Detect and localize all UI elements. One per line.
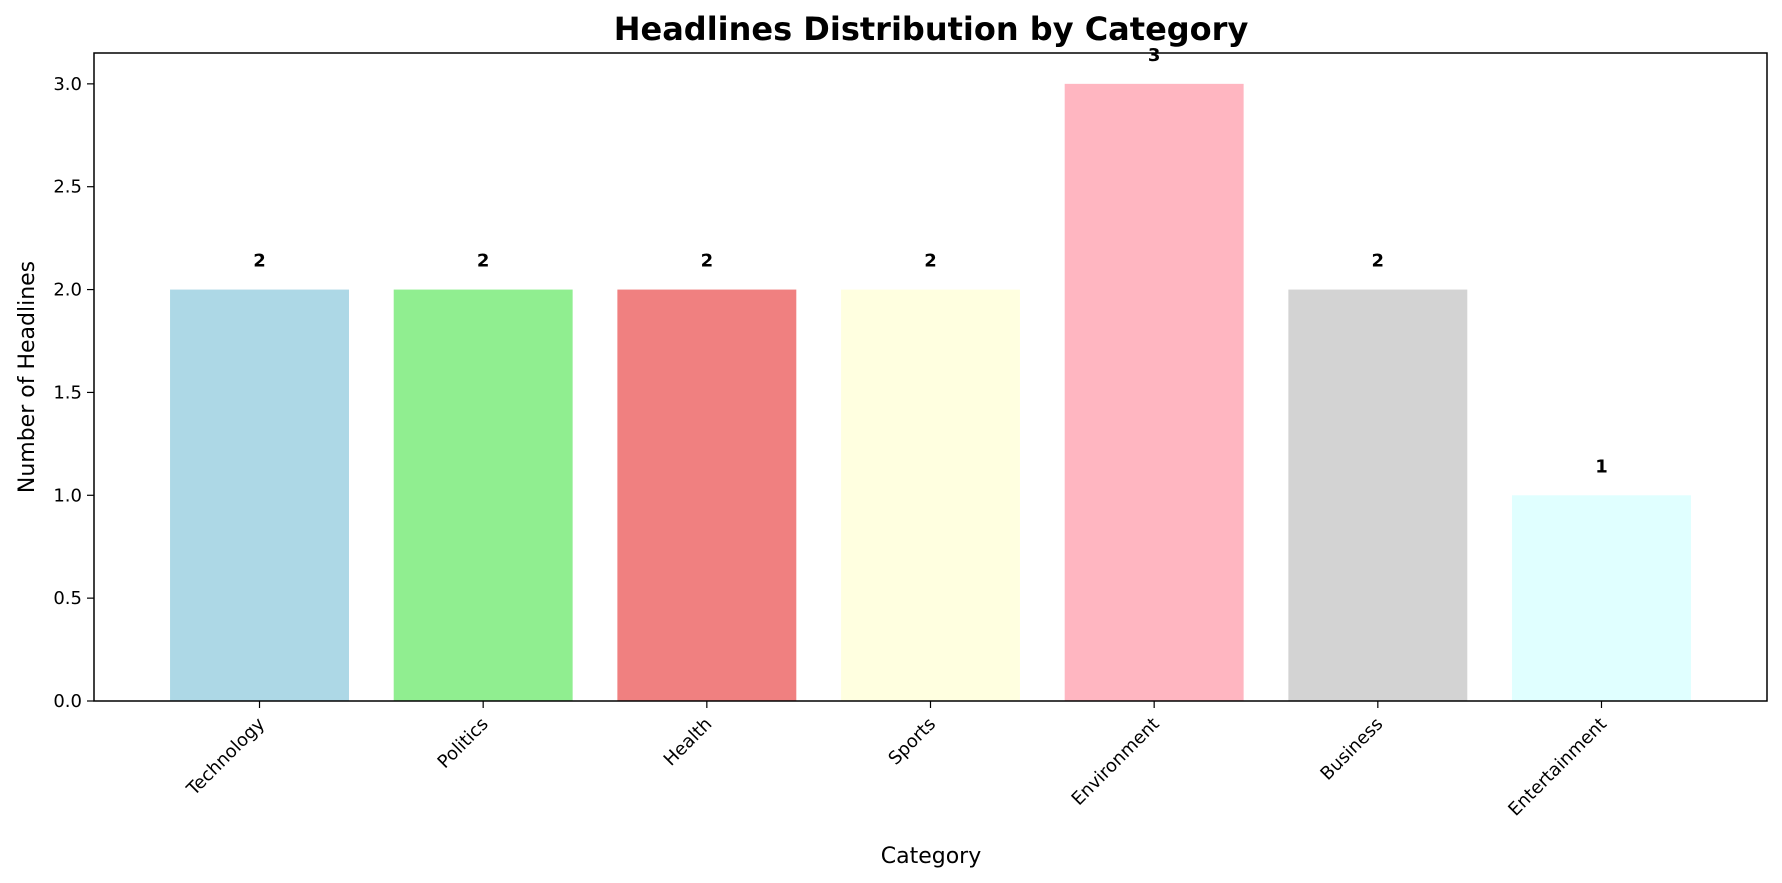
y-tick-label-2: 1.0	[53, 485, 82, 506]
data-labels-group: 2 2 2 2 3 2 1	[253, 45, 1608, 477]
bars-group	[170, 83, 1691, 702]
data-label-business: 2	[1372, 251, 1385, 272]
y-tick-label-5: 2.5	[53, 177, 82, 198]
bar-sports	[841, 289, 1020, 701]
x-tick-label-environment: Environment	[1068, 714, 1164, 810]
bar-technology	[170, 289, 349, 701]
data-label-entertainment: 1	[1595, 456, 1608, 477]
bar-entertainment	[1512, 495, 1691, 701]
y-tick-label-6: 3.0	[53, 74, 82, 95]
data-label-environment: 3	[1148, 45, 1161, 66]
data-label-sports: 2	[924, 251, 937, 272]
x-tick-label-politics: Politics	[434, 714, 493, 773]
y-tick-label-0: 0.0	[53, 691, 82, 712]
x-tick-label-business: Business	[1316, 714, 1387, 785]
data-label-technology: 2	[253, 251, 266, 272]
data-label-health: 2	[701, 251, 714, 272]
bar-politics	[393, 289, 573, 701]
x-tick-label-sports: Sports	[884, 714, 940, 770]
bar-business	[1288, 289, 1468, 701]
y-axis-label: Number of Headlines	[15, 261, 40, 493]
bar-environment	[1064, 83, 1244, 702]
x-axis-label: Category	[881, 844, 982, 869]
data-label-politics: 2	[477, 251, 490, 272]
x-tick-label-health: Health	[660, 714, 717, 771]
y-tick-label-1: 0.5	[53, 588, 82, 609]
bar-health	[617, 289, 797, 701]
chart-title: Headlines Distribution by Category	[614, 10, 1249, 48]
x-tick-label-entertainment: Entertainment	[1504, 714, 1611, 821]
y-tick-label-4: 2.0	[53, 280, 82, 301]
plot-frame	[93, 52, 1768, 702]
x-tick-label-technology: Technology	[182, 713, 269, 800]
y-tick-label-3: 1.5	[53, 382, 82, 403]
